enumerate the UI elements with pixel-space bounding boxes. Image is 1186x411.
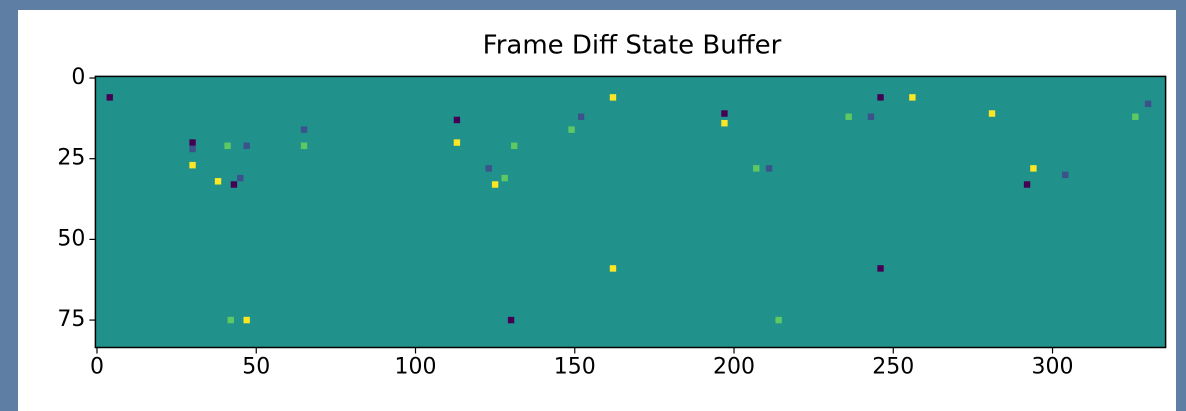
cell [301, 143, 307, 149]
cell [1145, 101, 1151, 107]
x-tick-label: 300 [1032, 355, 1074, 380]
cell [502, 175, 508, 181]
x-tick-label: 200 [713, 355, 755, 380]
cell [215, 178, 221, 184]
cell [189, 162, 195, 168]
cell [1024, 181, 1030, 187]
x-tick-label: 100 [395, 355, 437, 380]
cell [877, 94, 883, 100]
image-background [95, 76, 1165, 347]
cell [721, 110, 727, 116]
cell [486, 165, 492, 171]
cell [610, 265, 616, 271]
cell [845, 114, 851, 120]
x-tick-label: 150 [554, 355, 596, 380]
cell [244, 317, 250, 323]
cell [578, 114, 584, 120]
x-tick-label: 0 [90, 355, 104, 380]
y-tick-label: 75 [57, 307, 85, 332]
cell [909, 94, 915, 100]
cell [753, 165, 759, 171]
cell [721, 120, 727, 126]
cell [508, 317, 514, 323]
x-tick-label: 50 [242, 355, 270, 380]
cell [189, 139, 195, 145]
cell [231, 181, 237, 187]
cell [189, 146, 195, 152]
y-tick-label: 25 [57, 146, 85, 171]
cell [454, 117, 460, 123]
y-tick-label: 50 [57, 226, 85, 251]
cell [1132, 114, 1138, 120]
cell [877, 265, 883, 271]
cell [1030, 165, 1036, 171]
cell [568, 126, 574, 132]
cell [511, 143, 517, 149]
x-tick-label: 250 [872, 355, 914, 380]
cell [610, 94, 616, 100]
cell [244, 143, 250, 149]
cell [868, 114, 874, 120]
page: {"chart_data": {"type": "heatmap", "titl… [0, 0, 1186, 411]
cell [107, 94, 113, 100]
cell [1062, 172, 1068, 178]
cell [775, 317, 781, 323]
cell [492, 181, 498, 187]
y-tick-label: 0 [71, 65, 85, 90]
cell [224, 143, 230, 149]
cell [228, 317, 234, 323]
chart-title: Frame Diff State Buffer [483, 31, 782, 61]
cell [237, 175, 243, 181]
cell [766, 165, 772, 171]
cell [989, 110, 995, 116]
cell [301, 126, 307, 132]
cell [454, 139, 460, 145]
